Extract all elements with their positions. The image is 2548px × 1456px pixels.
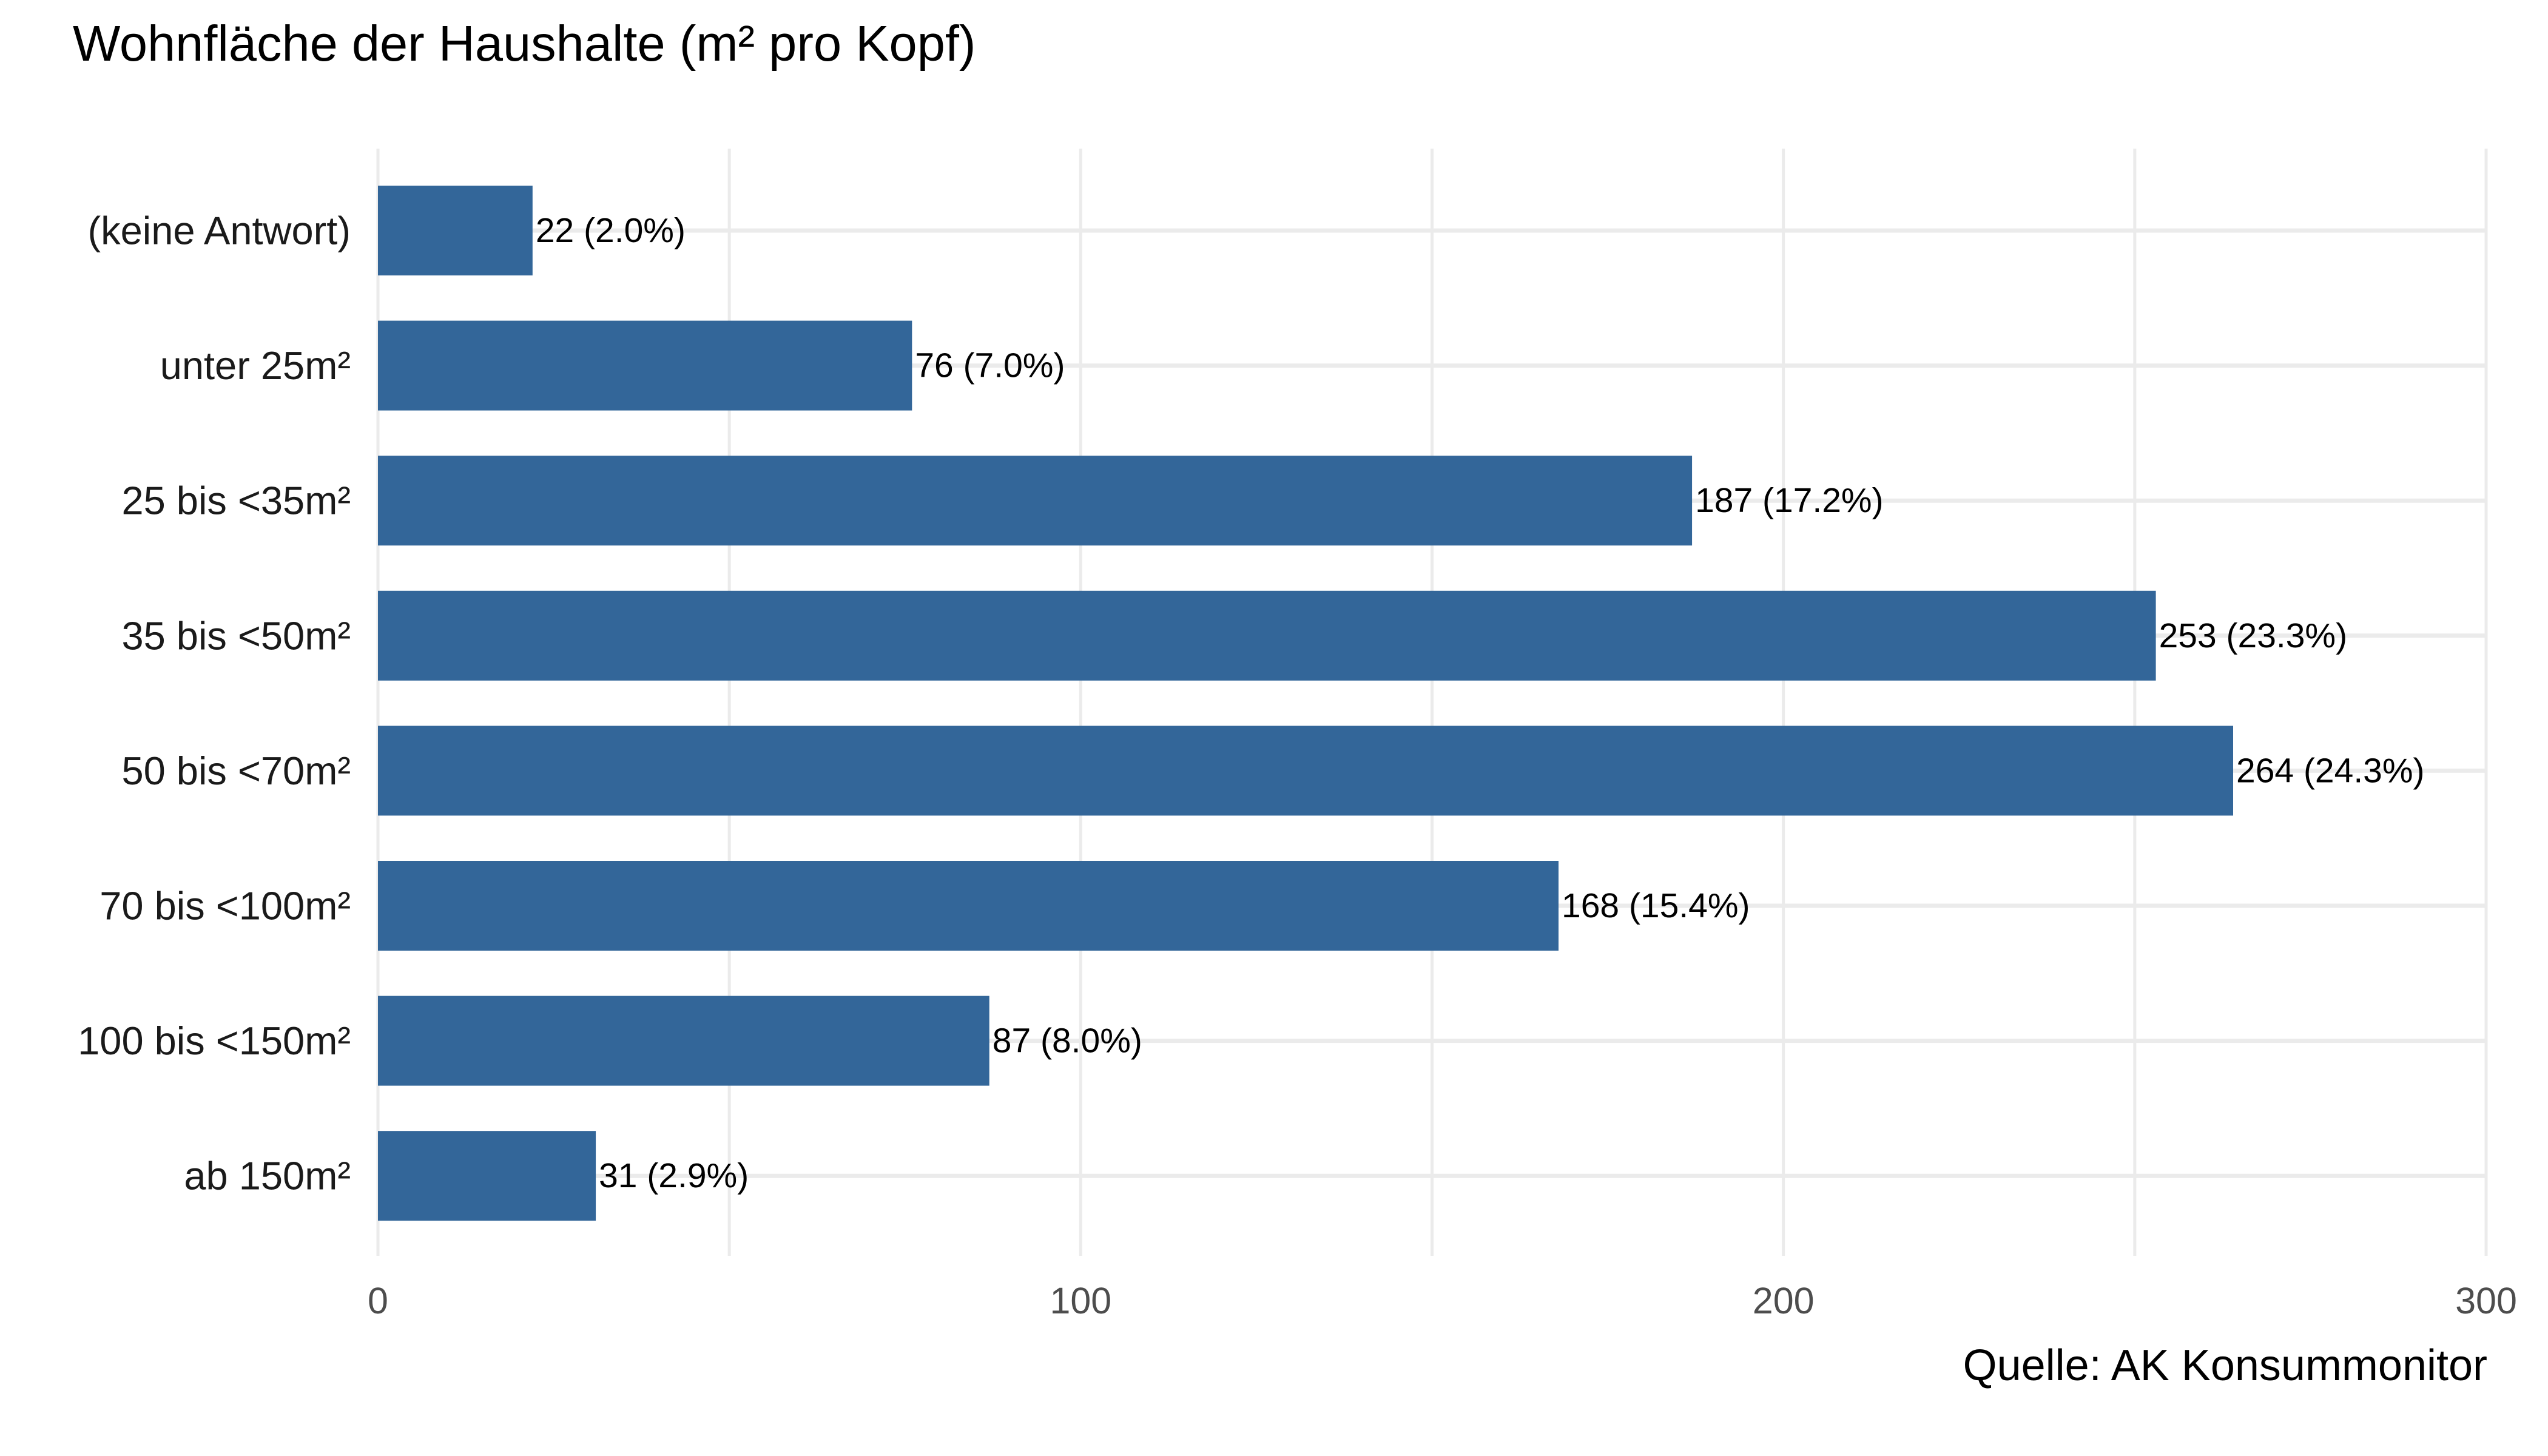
bar-value-label: 22 (2.0%) bbox=[536, 211, 686, 250]
bar-value-label: 168 (15.4%) bbox=[1562, 886, 1750, 925]
bar-value-label: 264 (24.3%) bbox=[2236, 751, 2425, 790]
x-tick-label: 0 bbox=[368, 1280, 388, 1321]
bar bbox=[378, 861, 1559, 951]
bar-value-label: 76 (7.0%) bbox=[915, 346, 1065, 385]
x-tick-label: 200 bbox=[1753, 1280, 1815, 1321]
category-label: 70 bis <100m² bbox=[99, 884, 351, 928]
category-labels: (keine Antwort) unter 25m² 25 bis <35m² 35 … bbox=[78, 209, 351, 1198]
bar-value-label: 253 (23.3%) bbox=[2159, 616, 2348, 655]
bar bbox=[378, 590, 2156, 681]
bar bbox=[378, 1131, 596, 1221]
bar bbox=[378, 456, 1693, 546]
x-tick-label: 300 bbox=[2455, 1280, 2517, 1321]
bar bbox=[378, 996, 989, 1086]
x-axis-ticks: 0 100 200 300 bbox=[368, 1280, 2517, 1321]
bar bbox=[378, 186, 533, 275]
category-label: 100 bis <150m² bbox=[78, 1019, 351, 1063]
category-label: 50 bis <70m² bbox=[121, 749, 351, 793]
category-label: (keine Antwort) bbox=[87, 209, 351, 253]
bar bbox=[378, 320, 912, 411]
grid-lines bbox=[376, 149, 2488, 1256]
value-labels: 22 (2.0%) 76 (7.0%) 187 (17.2%) 253 (23.3%)… bbox=[536, 211, 2425, 1195]
bars bbox=[378, 186, 2233, 1221]
category-label: 25 bis <35m² bbox=[121, 479, 351, 523]
bar-value-label: 87 (8.0%) bbox=[993, 1022, 1142, 1060]
category-label: 35 bis <50m² bbox=[121, 613, 351, 658]
chart-title: Wohnfläche der Haushalte (m² pro Kopf) bbox=[73, 15, 976, 72]
source-caption: Quelle: AK Konsummonitor bbox=[1963, 1341, 2487, 1390]
bar-value-label: 31 (2.9%) bbox=[599, 1156, 749, 1195]
bar-value-label: 187 (17.2%) bbox=[1695, 481, 1884, 520]
category-label: unter 25m² bbox=[160, 343, 351, 388]
bar bbox=[378, 726, 2233, 816]
x-tick-label: 100 bbox=[1050, 1280, 1111, 1321]
category-label: ab 150m² bbox=[184, 1154, 351, 1198]
